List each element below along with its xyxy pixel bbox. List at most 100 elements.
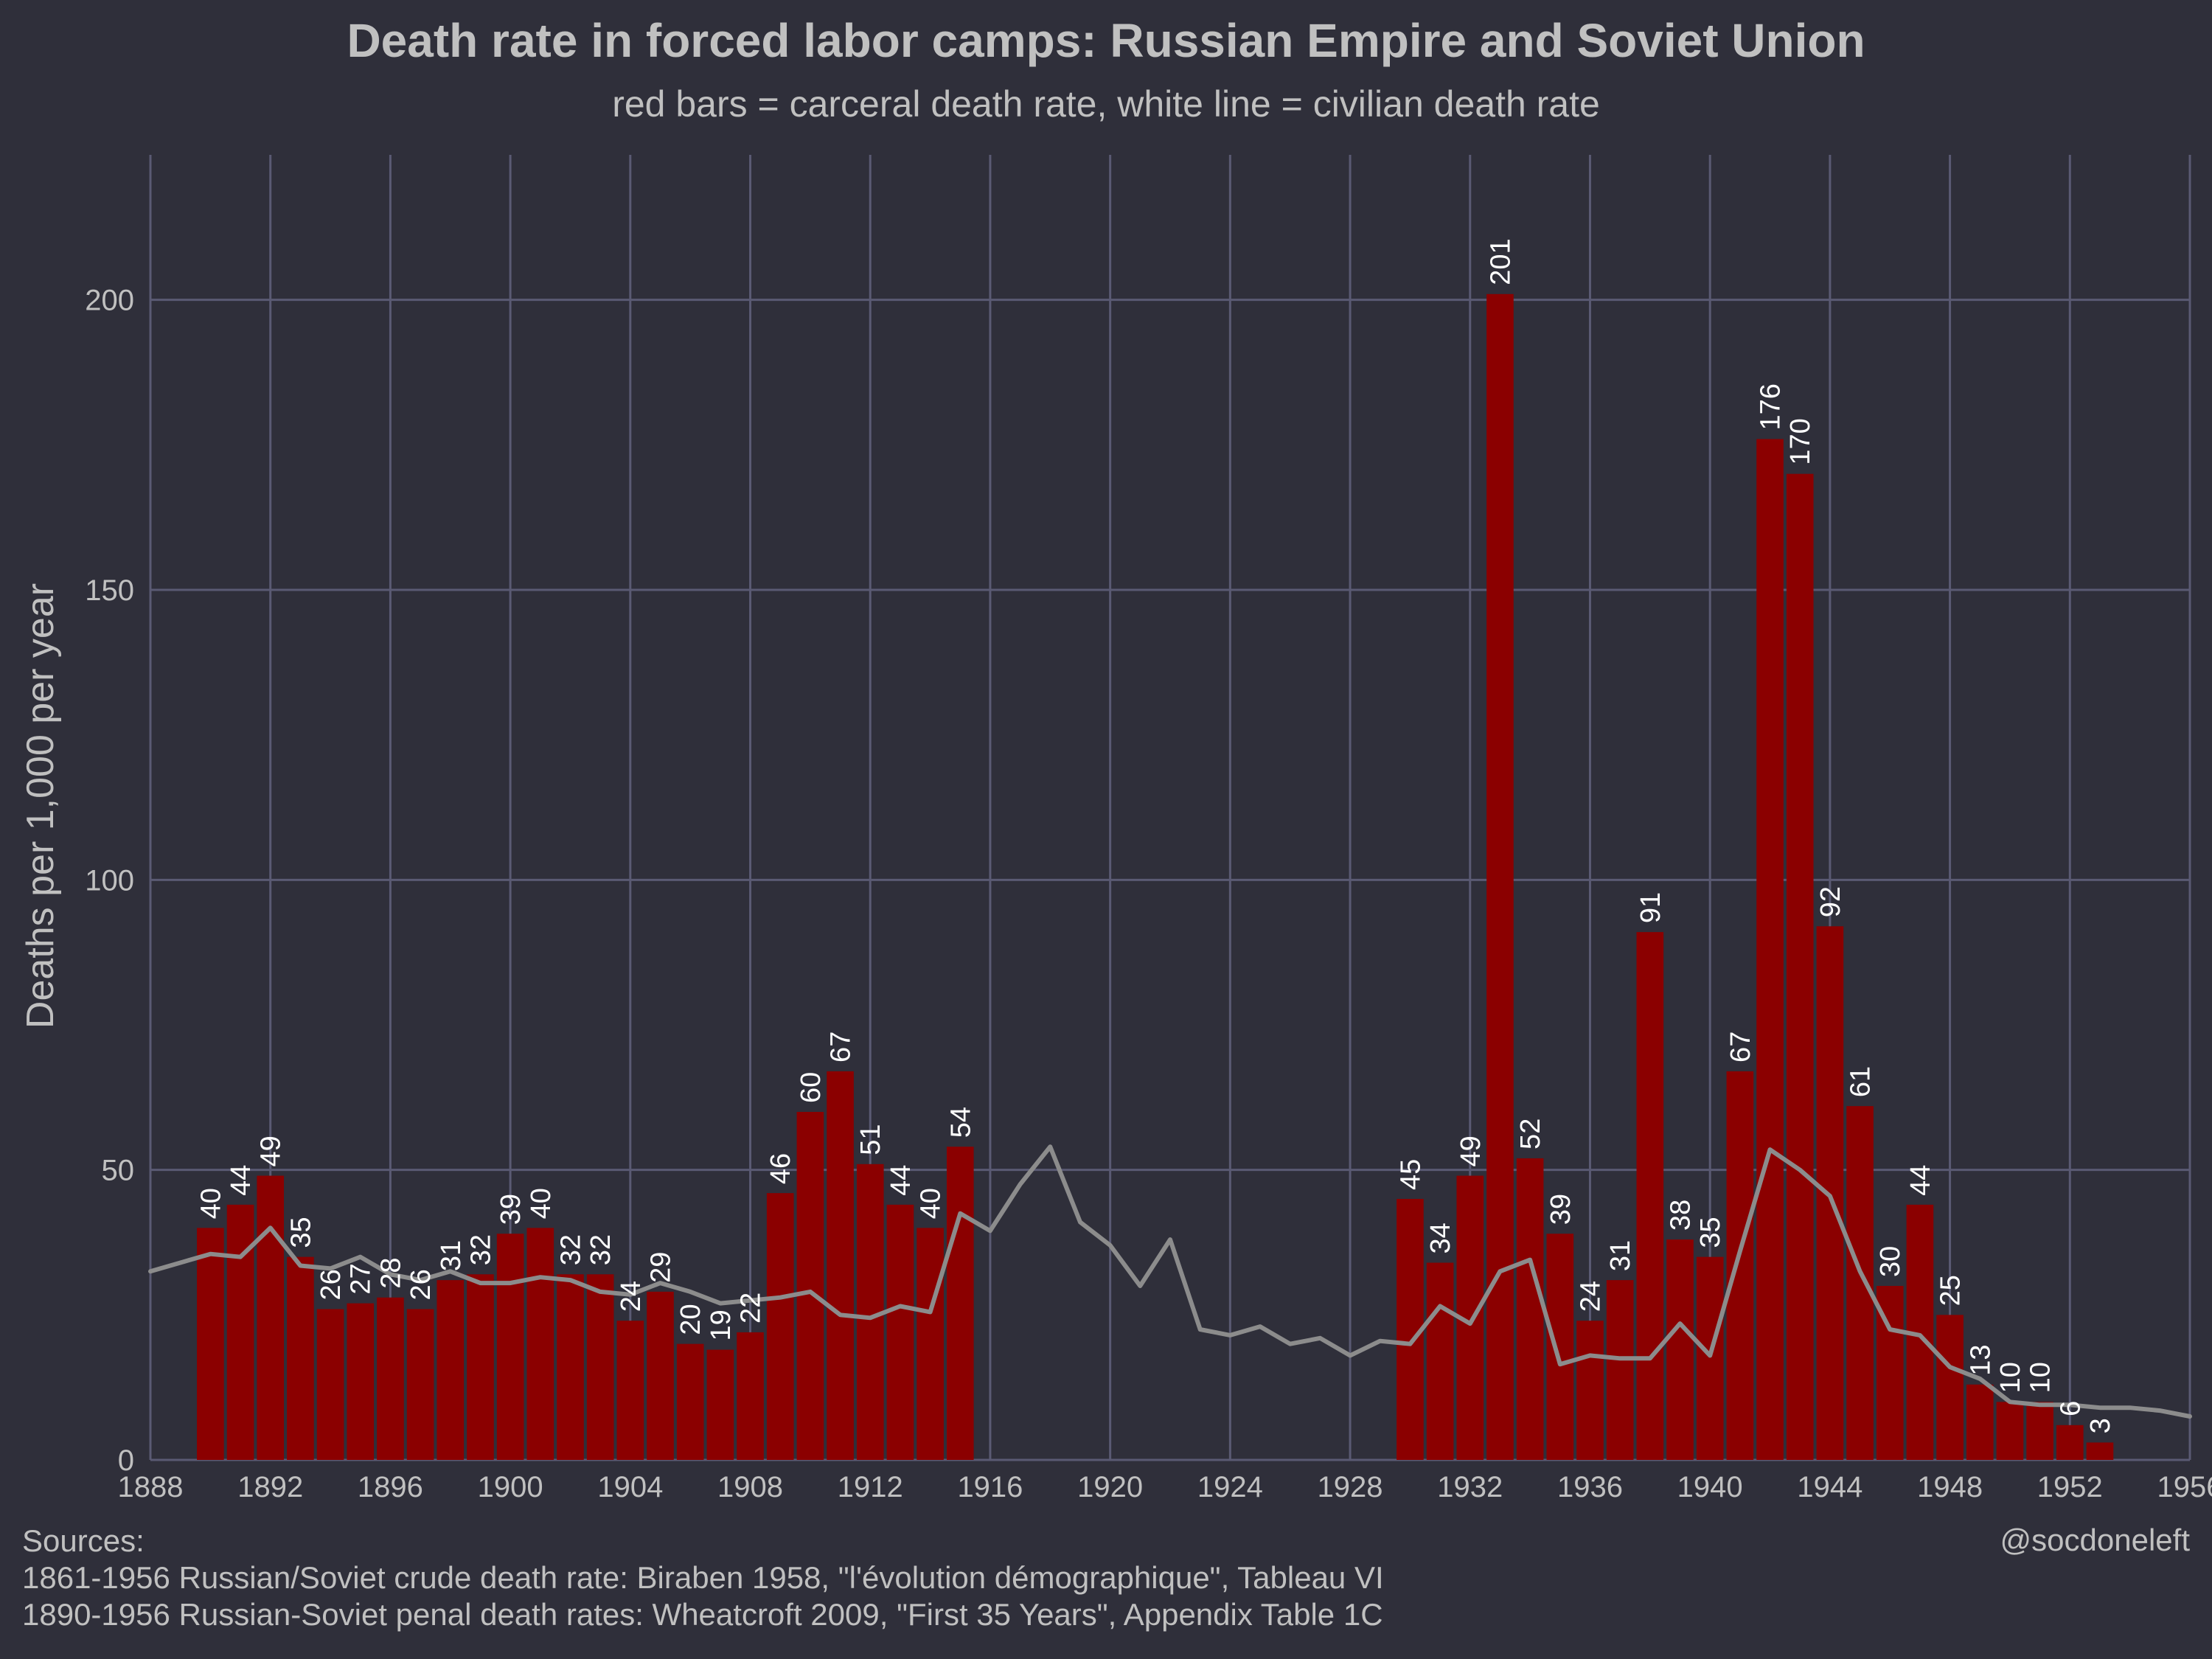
bar — [377, 1297, 404, 1460]
x-tick-label: 1908 — [717, 1471, 783, 1503]
bar-value-label: 92 — [1815, 886, 1846, 917]
bar-value-label: 22 — [736, 1293, 767, 1324]
x-tick-label: 1932 — [1437, 1471, 1503, 1503]
bar — [886, 1204, 914, 1460]
bar-value-label: 19 — [706, 1310, 737, 1340]
bar — [586, 1274, 614, 1460]
y-tick-label: 200 — [85, 285, 134, 317]
bar-value-label: 10 — [2025, 1362, 2056, 1393]
bar-value-label: 35 — [1695, 1217, 1726, 1248]
bar — [1576, 1321, 1604, 1460]
bar-value-label: 34 — [1425, 1222, 1456, 1253]
x-tick-label: 1900 — [478, 1471, 543, 1503]
grid-layer — [149, 155, 2191, 1461]
bar-value-label: 20 — [675, 1304, 706, 1335]
sources-note: Sources: 1861-1956 Russian/Soviet crude … — [22, 1523, 1384, 1633]
bar-value-label: 25 — [1935, 1275, 1966, 1306]
bar-value-label: 38 — [1666, 1200, 1697, 1231]
x-tick-label: 1920 — [1077, 1471, 1143, 1503]
bar — [2086, 1442, 2114, 1460]
bar-value-label: 32 — [555, 1234, 586, 1265]
bar — [316, 1309, 344, 1460]
bar-value-label: 13 — [1965, 1344, 1996, 1375]
bar-value-label: 61 — [1846, 1066, 1877, 1097]
x-tick-label: 1912 — [838, 1471, 903, 1503]
bar-value-label: 44 — [886, 1165, 917, 1196]
bar-value-label: 49 — [1455, 1135, 1486, 1166]
bar — [706, 1349, 734, 1460]
bar-value-label: 40 — [526, 1188, 557, 1219]
bar — [1786, 473, 1814, 1460]
bar — [946, 1147, 974, 1460]
x-tick-label: 1904 — [597, 1471, 663, 1503]
bar — [917, 1228, 944, 1460]
bar-value-label: 26 — [406, 1269, 437, 1300]
y-tick-label: 0 — [118, 1444, 134, 1477]
x-tick-label: 1952 — [2037, 1471, 2103, 1503]
bar-value-label: 67 — [826, 1032, 857, 1062]
bar-value-label: 31 — [1605, 1240, 1636, 1271]
x-tick-label: 1888 — [118, 1471, 184, 1503]
x-tick-label: 1928 — [1318, 1471, 1383, 1503]
source-line: 1890-1956 Russian-Soviet penal death rat… — [22, 1597, 1383, 1632]
bar — [1426, 1262, 1454, 1460]
bar-value-label: 32 — [465, 1234, 496, 1265]
bar-value-label: 29 — [646, 1252, 677, 1283]
civilian-death-rate-line — [148, 1144, 2192, 1419]
bar-value-label: 27 — [346, 1263, 377, 1294]
bar — [287, 1256, 314, 1460]
bar-layer — [197, 293, 2114, 1460]
bar — [197, 1228, 224, 1460]
bar-value-label: 40 — [916, 1188, 947, 1219]
bar — [406, 1309, 434, 1460]
bar — [347, 1303, 375, 1460]
bar — [2056, 1425, 2084, 1460]
chart-title: Death rate in forced labor camps: Russia… — [347, 14, 1865, 67]
x-tick-label: 1944 — [1797, 1471, 1863, 1503]
bar-value-label: 6 — [2055, 1401, 2086, 1416]
bar — [1726, 1071, 1754, 1460]
bar-value-label: 32 — [585, 1234, 616, 1265]
bar-value-label: 40 — [195, 1188, 226, 1219]
bar — [676, 1343, 704, 1460]
bar-value-label: 46 — [765, 1153, 796, 1184]
bar-value-label: 10 — [1995, 1362, 2026, 1393]
bar — [1636, 932, 1664, 1460]
bar — [1546, 1234, 1574, 1460]
line-layer — [148, 1144, 2192, 1419]
bar — [796, 1112, 824, 1460]
author-credit: @socdoneleft — [2000, 1523, 2190, 1557]
bar — [526, 1228, 554, 1460]
bar — [616, 1321, 644, 1460]
bar-value-label: 24 — [616, 1281, 647, 1312]
bar — [2026, 1402, 2053, 1460]
bar — [766, 1193, 794, 1460]
bar-value-label: 45 — [1395, 1159, 1426, 1190]
bar — [737, 1332, 764, 1460]
y-tick-label: 100 — [85, 864, 134, 897]
bar-value-label: 60 — [796, 1072, 827, 1103]
x-tick-label: 1924 — [1197, 1471, 1263, 1503]
source-line: 1861-1956 Russian/Soviet crude death rat… — [22, 1560, 1384, 1595]
bar-value-label: 26 — [316, 1269, 347, 1300]
bar-value-label: 3 — [2085, 1418, 2116, 1433]
bar-value-label: 44 — [226, 1165, 257, 1196]
bar-value-label: 49 — [256, 1135, 287, 1166]
y-tick-label: 50 — [102, 1155, 135, 1187]
bar-value-label: 39 — [495, 1194, 526, 1225]
bar-value-label: 44 — [1905, 1165, 1936, 1196]
bar-value-label: 28 — [375, 1257, 406, 1288]
x-tick-label: 1892 — [237, 1471, 303, 1503]
bar-value-label: 67 — [1725, 1032, 1756, 1062]
bar — [1936, 1315, 1964, 1460]
bar — [1846, 1106, 1874, 1460]
bar-value-label: 176 — [1756, 383, 1787, 430]
x-tick-label: 1956 — [2157, 1471, 2212, 1503]
bar-value-label: 30 — [1875, 1246, 1906, 1277]
x-tick-label: 1896 — [358, 1471, 423, 1503]
bar-value-label: 170 — [1785, 418, 1816, 465]
bar — [1756, 439, 1784, 1460]
bar-label-layer: 4044493526272826313239403232242920192246… — [195, 238, 2116, 1433]
bar — [1666, 1239, 1694, 1460]
